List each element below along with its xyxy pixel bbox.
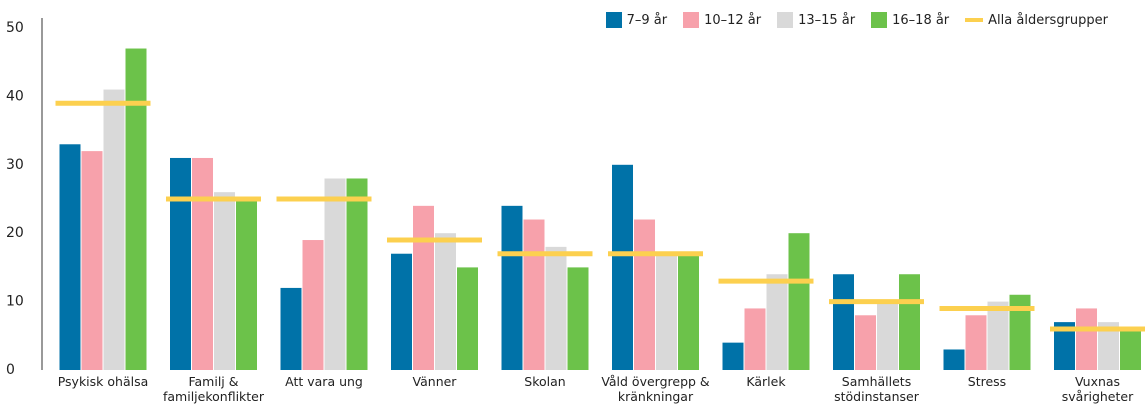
bar (1120, 328, 1141, 370)
bar (280, 287, 302, 370)
bar (59, 144, 81, 370)
bar (1054, 322, 1075, 370)
bar (125, 48, 147, 371)
legend-swatch (777, 12, 794, 28)
bar (324, 178, 346, 370)
legend-swatch (605, 12, 622, 28)
bar (103, 89, 125, 370)
bar (170, 157, 191, 370)
bar (965, 315, 987, 370)
legend-swatch (683, 12, 700, 28)
bar (1009, 294, 1031, 370)
bar (766, 274, 788, 370)
legend-item: 10–12 år (683, 12, 761, 28)
bar (214, 192, 235, 370)
legend-label: Alla åldersgrupper (988, 12, 1108, 28)
bar (634, 219, 655, 370)
x-tick-label: Psykisk ohälsa (57, 374, 149, 389)
legend: 7–9 år 10–12 år 13–15 år 16–18 år Alla ålder… (605, 12, 1108, 28)
bar (788, 233, 810, 370)
y-tick-label: 0 (6, 362, 15, 378)
bar (744, 308, 766, 370)
x-tick-label: Vänner (412, 374, 457, 389)
legend-swatch (871, 12, 888, 28)
bar (833, 274, 854, 370)
y-tick-label: 20 (6, 225, 24, 241)
bar (501, 205, 523, 370)
bar (391, 253, 412, 370)
legend-item: Alla åldersgrupper (965, 13, 1108, 28)
bar (722, 342, 744, 370)
legend-swatch (965, 18, 984, 22)
legend-item: 13–15 år (777, 12, 855, 28)
x-tick-label: Kärlek (746, 374, 786, 389)
bar (987, 301, 1009, 370)
x-tick-label: Familj & familjekonflikter (162, 374, 265, 404)
y-tick-label: 10 (6, 294, 24, 310)
bar (545, 246, 567, 370)
legend-label: 13–15 år (798, 12, 856, 28)
bar (899, 274, 920, 370)
y-tick-label: 50 (6, 20, 24, 36)
bar (435, 233, 456, 370)
bar (81, 151, 103, 370)
x-tick-label: Att vara ung (285, 374, 363, 389)
x-tick-label: Samhällets stödinstanser (834, 374, 919, 404)
legend-label: 16–18 år (892, 12, 950, 28)
bar (656, 253, 677, 370)
bar (1076, 308, 1097, 370)
legend-item: 16–18 år (871, 12, 949, 28)
legend-item: 7–9 år (605, 12, 668, 28)
bar (612, 164, 633, 370)
bar (678, 253, 699, 370)
bar (877, 301, 898, 370)
bar (192, 157, 213, 370)
bar (523, 219, 545, 370)
bar (302, 240, 324, 370)
bar (346, 178, 368, 370)
y-tick-label: 40 (6, 88, 24, 104)
x-tick-label: Stress (967, 374, 1007, 389)
legend-label: 10–12 år (704, 12, 762, 28)
bar (1098, 322, 1119, 370)
bar (943, 349, 965, 370)
x-tick-label: Vuxnas svårigheter (1061, 374, 1134, 404)
bar (457, 267, 478, 370)
x-tick-label: Skolan (524, 374, 566, 389)
bar (855, 315, 876, 370)
y-tick-label: 30 (6, 157, 24, 173)
bar (236, 199, 257, 370)
legend-label: 7–9 år (626, 12, 668, 28)
x-tick-label: Våld övergrepp & kränkningar (601, 374, 710, 404)
bar (567, 267, 589, 370)
bar (413, 205, 434, 370)
